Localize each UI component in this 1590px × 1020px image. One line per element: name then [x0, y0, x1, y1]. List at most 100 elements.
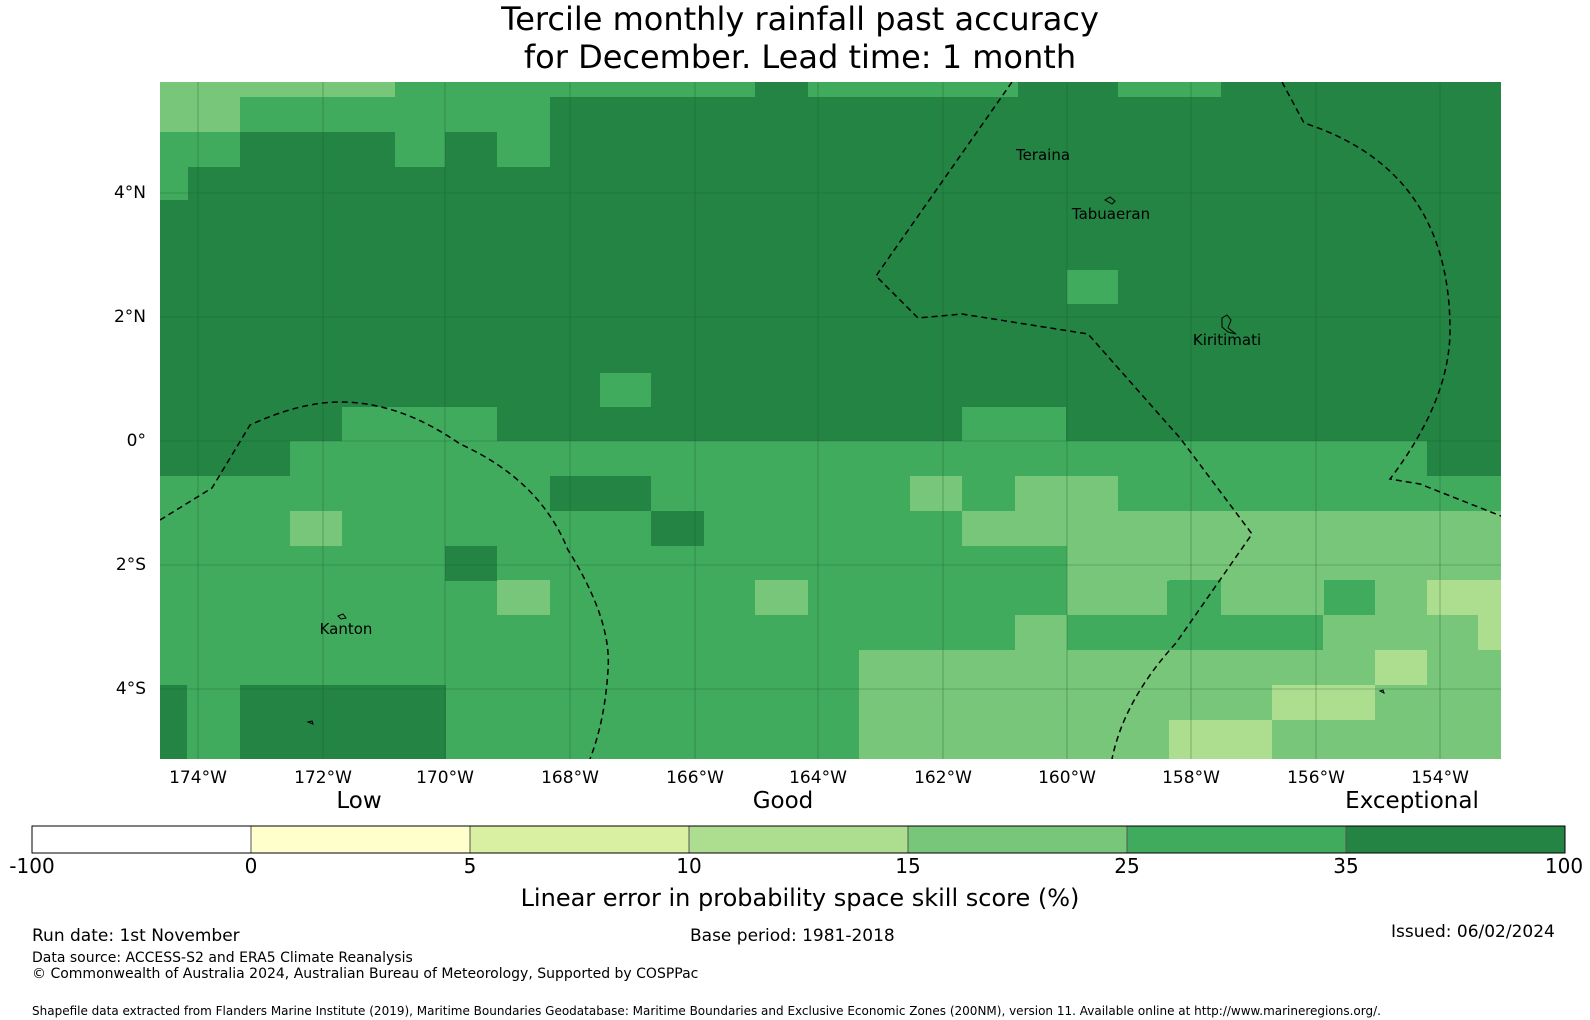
grid-cell: [962, 511, 1501, 546]
place-label-kanton: Kanton: [319, 620, 373, 638]
map-plot-area: [160, 82, 1501, 759]
island-small-1: [306, 720, 314, 725]
lat-tick-label: 2°N: [113, 307, 146, 327]
grid-cell: [1375, 650, 1427, 685]
grid-cell: [320, 82, 395, 97]
grid-cell: [240, 685, 446, 759]
grid-cell: [497, 580, 550, 615]
colorbar-swatch: [1345, 825, 1566, 854]
run-date: Run date: 1st November: [32, 926, 240, 946]
legend-category-exceptional: Exceptional: [1345, 788, 1479, 814]
grid-cell: [395, 82, 550, 132]
lat-tick-label: 0°: [126, 431, 146, 451]
lon-tick-label: 164°W: [789, 768, 847, 788]
copyright: © Commonwealth of Australia 2024, Austra…: [32, 966, 699, 982]
title-line-2: for December. Lead time: 1 month: [523, 38, 1077, 76]
legend-category-low: Low: [336, 788, 382, 814]
shapefile-credit: Shapefile data extracted from Flanders M…: [32, 1004, 1381, 1018]
lat-tick-label: 4°S: [115, 679, 146, 699]
grid-cell: [160, 167, 188, 200]
skill-grid: [160, 82, 1501, 759]
grid-cell: [550, 82, 755, 97]
lat-tick-label: 2°S: [115, 555, 146, 575]
colorbar-swatch: [250, 825, 471, 854]
colorbar-frame: [31, 825, 1566, 854]
grid-cell: [1375, 580, 1427, 615]
legend-axis-label: Linear error in probability space skill …: [520, 884, 1080, 912]
lon-tick-label: 162°W: [914, 768, 972, 788]
grid-cell: [600, 373, 651, 407]
island-tabuaeran: [1104, 196, 1116, 205]
grid-cell: [1169, 720, 1272, 759]
grid-cell: [1221, 580, 1324, 615]
lon-tick-label: 166°W: [666, 768, 724, 788]
grid-cell: [1427, 580, 1501, 615]
lon-tick-label: 174°W: [169, 768, 227, 788]
island-small-2: [1378, 689, 1385, 694]
grid-cell: [320, 97, 395, 132]
grid-cell: [910, 476, 962, 511]
island-outlines: [306, 196, 1385, 725]
grid-cell: [160, 132, 240, 167]
grid-cell: [1067, 615, 1118, 650]
colorbar-swatch: [688, 825, 909, 854]
grid-cell: [240, 97, 320, 132]
colorbar-swatch: [31, 825, 252, 854]
grid-cell: [290, 511, 342, 546]
grid-cell: [1067, 270, 1118, 304]
lat-tick-label: 4°N: [113, 183, 146, 203]
legend-tick-label: -100: [9, 854, 55, 878]
title-line-1: Tercile monthly rainfall past accuracy: [501, 0, 1099, 38]
region-north: [160, 82, 1501, 442]
legend-category-good: Good: [752, 788, 814, 814]
grid-cell: [342, 407, 497, 442]
legend-tick-label: 100: [1544, 854, 1584, 878]
legend-tick-label: 0: [244, 854, 258, 878]
grid-cell: [962, 407, 1066, 442]
grid-cell: [651, 511, 704, 546]
grid-cell: [1067, 580, 1167, 615]
grid-cell: [160, 441, 290, 476]
eez-boundary-phoenix: [160, 401, 610, 759]
grid-cell: [1169, 615, 1323, 650]
grid-cell: [1272, 685, 1375, 720]
grid-cell: [240, 82, 320, 97]
grid-cell: [1478, 615, 1501, 650]
grid-cell: [1169, 580, 1221, 615]
grid-cell: [497, 132, 550, 167]
eez-boundary-line-islands: [875, 82, 1253, 759]
grid-cell: [160, 685, 187, 759]
lon-tick-label: 160°W: [1038, 768, 1096, 788]
place-label-kiritimati: Kiritimati: [1192, 331, 1262, 349]
lon-tick-label: 158°W: [1162, 768, 1220, 788]
lon-tick-label: 156°W: [1287, 768, 1345, 788]
graticule: [160, 82, 1501, 759]
place-label-teraina: Teraina: [1015, 146, 1071, 164]
colorbar-swatch: [1126, 825, 1347, 854]
legend-tick-label: 25: [1114, 854, 1140, 878]
map-title: Tercile monthly rainfall past accuracy f…: [0, 0, 1590, 76]
issued-date: Issued: 06/02/2024: [1391, 922, 1555, 942]
colorbar-swatch: [907, 825, 1128, 854]
grid-cell: [755, 580, 808, 615]
grid-cell: [859, 685, 1501, 720]
lon-tick-label: 170°W: [416, 768, 474, 788]
colorbar-swatch: [469, 825, 690, 854]
island-kiritimati: [1221, 314, 1237, 335]
colorbar: [31, 825, 1566, 854]
grid-cell: [1427, 441, 1501, 476]
legend-tick-label: 10: [676, 854, 702, 878]
grid-cell: [160, 82, 240, 132]
island-kanton: [337, 613, 347, 620]
lon-tick-label: 154°W: [1411, 768, 1469, 788]
grid-cell: [445, 546, 497, 581]
grid-cell: [1323, 615, 1501, 650]
grid-cell: [550, 476, 651, 511]
grid-cell: [1324, 580, 1375, 615]
grid-cell: [808, 82, 1018, 97]
legend-tick-label: 35: [1333, 854, 1359, 878]
eez-boundaries: [160, 82, 1501, 759]
lon-tick-label: 172°W: [294, 768, 352, 788]
base-period: Base period: 1981-2018: [690, 926, 895, 946]
